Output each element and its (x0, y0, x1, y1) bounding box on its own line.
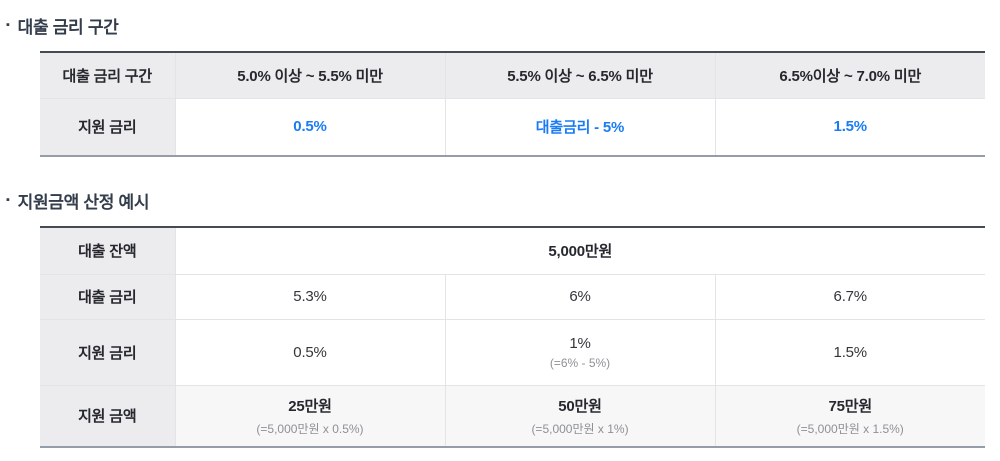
support-amount-2-note: (=5,000만원 x 1%) (531, 421, 629, 436)
loan-rate-value-2: 6% (444, 273, 715, 319)
section-rate-title-text: 대출 금리 구간 (17, 18, 119, 37)
loan-balance-label: 대출 잔액 (40, 227, 175, 274)
loan-rate-label: 대출 금리 (40, 273, 175, 319)
support-amount-3-main: 75만원 (828, 397, 873, 415)
support-amount-1-note: (=5,000만원 x 0.5%) (256, 421, 364, 436)
section-example-title-text: 지원금액 산정 예시 (17, 193, 150, 212)
support-amount-2: 50만원 (=5,000만원 x 1%) (444, 384, 715, 447)
rate-range-1: 5.0% 이상 ~ 5.5% 미만 (174, 52, 445, 98)
support-rate-label: 지원 금리 (40, 97, 175, 156)
section-rate-ranges: ▪ 대출 금리 구간 대출 금리 구간 5.0% 이상 ~ 5.5% 미만 5.… (0, 0, 1000, 157)
loan-rate-row: 대출 금리 5.3% 6% 6.7% (40, 273, 985, 319)
support-rate-example-1: 0.5% (174, 318, 445, 385)
rate-range-2: 5.5% 이상 ~ 6.5% 미만 (444, 52, 715, 98)
support-amount-2-main: 50만원 (558, 397, 602, 415)
loan-rate-value-3: 6.7% (714, 273, 985, 319)
support-rate-example-2-note: (=6% - 5%) (549, 355, 611, 370)
support-rate-example-2: 1% (=6% - 5%) (444, 318, 715, 385)
support-amount-3: 75만원 (=5,000만원 x 1.5%) (714, 384, 985, 447)
rate-range-header-row: 대출 금리 구간 5.0% 이상 ~ 5.5% 미만 5.5% 이상 ~ 6.5… (40, 52, 985, 98)
square-bullet-icon: ▪ (6, 194, 10, 206)
support-amount-1: 25만원 (=5,000만원 x 0.5%) (174, 384, 445, 447)
calc-example-table: 대출 잔액 5,000만원 대출 금리 5.3% 6% 6.7% 지원 금리 0… (40, 226, 985, 448)
support-amount-label: 지원 금액 (40, 384, 175, 447)
support-rate-example-3: 1.5% (714, 318, 985, 385)
loan-balance-value: 5,000만원 (174, 227, 985, 274)
loan-balance-row: 대출 잔액 5,000만원 (40, 227, 985, 274)
section-example-title: ▪ 지원금액 산정 예시 (0, 175, 1000, 213)
square-bullet-icon: ▪ (6, 19, 10, 31)
support-amount-row: 지원 금액 25만원 (=5,000만원 x 0.5%) 50만원 (=5,00… (40, 384, 985, 447)
support-rate-row: 지원 금리 0.5% 대출금리 - 5% 1.5% (40, 97, 985, 156)
support-rate-value-1: 0.5% (174, 97, 445, 156)
section-rate-title: ▪ 대출 금리 구간 (0, 0, 1000, 38)
loan-rate-value-1: 5.3% (174, 273, 445, 319)
support-rate-value-3: 1.5% (714, 97, 985, 156)
support-amount-3-note: (=5,000만원 x 1.5%) (796, 421, 904, 436)
support-rate-example-label: 지원 금리 (40, 318, 175, 385)
support-rate-example-2-main: 1% (569, 334, 591, 352)
support-rate-example-row: 지원 금리 0.5% 1% (=6% - 5%) 1.5% (40, 318, 985, 385)
rate-range-corner-header: 대출 금리 구간 (40, 52, 175, 98)
rate-range-3: 6.5%이상 ~ 7.0% 미만 (714, 52, 985, 98)
section-calc-example: ▪ 지원금액 산정 예시 대출 잔액 5,000만원 대출 금리 5.3% 6%… (0, 175, 1000, 448)
rate-range-table: 대출 금리 구간 5.0% 이상 ~ 5.5% 미만 5.5% 이상 ~ 6.5… (40, 51, 985, 157)
support-rate-value-2: 대출금리 - 5% (444, 97, 715, 156)
support-amount-1-main: 25만원 (288, 397, 332, 415)
